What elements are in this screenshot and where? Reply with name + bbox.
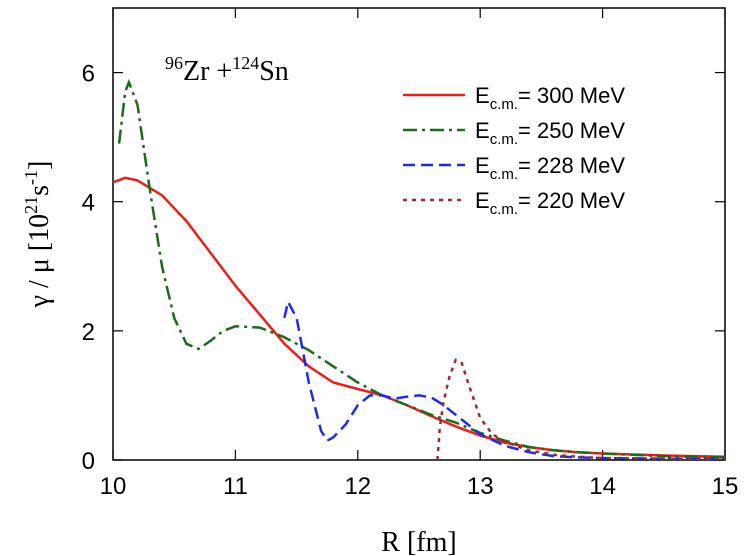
y-axis-label: γ / μ [1021s-1] [21,161,55,309]
legend-subscript: c.m. [490,131,518,148]
x-tick-label: 12 [344,473,371,500]
legend-label: Ec.m.= 220 MeV [475,188,625,218]
y-tick-label: 4 [82,190,95,217]
annotation: 96Zr +124Sn [165,53,289,87]
y-label-part: s [24,185,55,196]
legend-name: = 228 MeV [518,153,625,178]
series-line [112,176,726,459]
x-tick-label: 13 [467,473,494,500]
annotation-part: Sn [259,56,289,87]
legend-label: Ec.m.= 228 MeV [475,153,625,183]
y-label-part: ] [24,161,55,170]
y-tick-label: 2 [82,319,95,346]
y-tick-label: 6 [82,61,95,88]
annotation-part: Zr + [183,56,232,87]
annotation-part: 96 [165,53,183,73]
x-tick-label: 15 [712,473,739,500]
legend-symbol: E [475,153,490,178]
legend-subscript: c.m. [490,166,518,183]
legend-name: = 300 MeV [518,83,625,108]
y-label-part: 21 [21,196,41,214]
x-tick-label: 14 [589,473,616,500]
series-line [283,298,725,460]
y-label-part: -1 [21,170,41,185]
legend-label: Ec.m.= 300 MeV [475,83,625,113]
legend-symbol: E [475,188,490,213]
y-label-part: γ / μ [10 [24,214,55,309]
legend-symbol: E [475,83,490,108]
x-tick-label: 11 [223,473,248,500]
plot-frame [112,7,726,461]
series-line [436,358,725,461]
legend-subscript: c.m. [490,96,518,113]
series-line [117,78,726,459]
legend-subscript: c.m. [490,201,518,218]
x-axis-label: R [fm] [381,527,456,556]
y-tick-label: 0 [82,448,95,475]
legend-name: = 250 MeV [518,118,625,143]
legend-name: = 220 MeV [518,188,625,213]
annotation-part: 124 [232,53,259,73]
legend-label: Ec.m.= 250 MeV [475,118,625,148]
legend-symbol: E [475,118,490,143]
x-tick-label: 10 [100,473,127,500]
